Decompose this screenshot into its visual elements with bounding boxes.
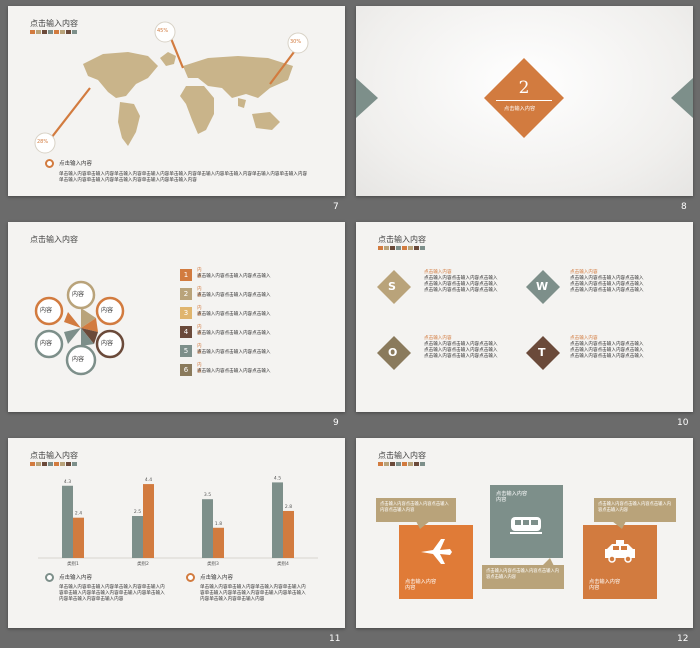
- callout-note: 点击输入内容点击输入内容点击输入内容点击输入内容: [376, 498, 456, 522]
- body-text: 单击输入内容单击输入内容单击输入内容单击输入内容单击输入内容单击输入内容单击输入…: [200, 585, 306, 602]
- callout-note: 点击输入内容点击输入内容点击输入内容点击输入内容: [482, 565, 564, 589]
- slide-8-graphic: [356, 58, 693, 138]
- pin-label: 28%: [37, 139, 49, 145]
- legend-title: 点击输入内容: [59, 161, 93, 167]
- petal-label: 内容: [101, 307, 114, 314]
- legend-circle-icon: [45, 159, 54, 168]
- category-label: 类别1: [67, 560, 79, 567]
- title-color-bar: [30, 462, 77, 466]
- legend-circle-icon: [186, 573, 195, 582]
- petal-label: 内容: [72, 291, 85, 298]
- slide-9-thumbnail[interactable]: 点击输入内容 内容 内容 内容 内容 内容 内容 1 内容 点击输入内容点击输入…: [8, 222, 345, 412]
- category-label: 类别4: [277, 560, 289, 567]
- petal-diagram: [34, 280, 125, 376]
- slide-11-thumbnail[interactable]: 点击输入内容 4.3 2.4 类别1 2.5 4.4 类别2 3.5 1.8 类别3 4.5 2.8…: [8, 438, 345, 628]
- swot-block-o: 点击输入内容 点击输入内容点击输入内容点击输入 点击输入内容点击输入内容点击输入…: [424, 336, 498, 359]
- swot-letter-t: T: [538, 346, 546, 359]
- slide-number: 7: [333, 202, 339, 212]
- slide-number: 9: [333, 418, 339, 428]
- slide-title: 点击输入内容: [30, 451, 78, 460]
- data-label: 3.5: [204, 492, 211, 498]
- slide-number: 10: [677, 418, 689, 428]
- slide-title: 点击输入内容: [378, 451, 426, 460]
- swot-block-w: 点击输入内容 点击输入内容点击输入内容点击输入 点击输入内容点击输入内容点击输入…: [570, 270, 644, 293]
- body-text: 单击输入内容单击输入内容单击输入内容单击输入内容单击输入内容单击输入内容单击输入…: [59, 585, 165, 602]
- legend-title: 点击输入内容: [59, 575, 93, 581]
- swot-letter-w: W: [536, 280, 549, 293]
- data-label: 4.3: [64, 479, 71, 485]
- section-number: 2: [518, 78, 530, 98]
- petal-label: 内容: [72, 356, 85, 363]
- bar: [62, 485, 73, 558]
- swot-diamonds: [377, 270, 560, 370]
- bar: [213, 527, 224, 558]
- bar: [272, 482, 283, 558]
- divider: [496, 100, 552, 101]
- bar: [132, 516, 143, 558]
- bar-chart: 4.3 2.4 类别1 2.5 4.4 类别2 3.5 1.8 类别3 4.5 2.8 类别4: [38, 475, 318, 567]
- data-label: 2.5: [134, 509, 141, 515]
- slide-number: 12: [677, 634, 689, 644]
- pin-label: 30%: [290, 39, 302, 45]
- slide-10-thumbnail[interactable]: 点击输入内容 S W O T 点击输入内容 点击输入内容点击输入内容点击输入 点…: [356, 222, 693, 412]
- pin-label: 45%: [157, 28, 169, 34]
- legend-title: 点击输入内容: [200, 575, 234, 581]
- data-label: 4.5: [274, 475, 281, 481]
- swot-block-s: 点击输入内容 点击输入内容点击输入内容点击输入 点击输入内容点击输入内容点击输入…: [424, 270, 498, 293]
- train-icon: [510, 517, 542, 534]
- swot-letter-s: S: [388, 280, 396, 293]
- petal-label: 内容: [101, 340, 114, 347]
- slide-number: 11: [329, 634, 341, 644]
- data-label: 2.8: [285, 504, 292, 510]
- slide-12-thumbnail[interactable]: 点击输入内容 点击输入内容 内容 点击输入内容 内容 点击输: [356, 438, 693, 628]
- plane-box: 点击输入内容 内容: [399, 525, 473, 599]
- section-caption: 点击输入内容: [504, 106, 536, 112]
- petal-label: 内容: [40, 307, 53, 314]
- slide-title: 点击输入内容: [378, 235, 426, 244]
- title-color-bar: [30, 30, 77, 34]
- petal-label: 内容: [40, 340, 53, 347]
- swot-letter-o: O: [388, 346, 398, 359]
- taxi-icon: [605, 540, 635, 563]
- callout-note: 点击输入内容点击输入内容点击输入内容点击输入内容: [594, 498, 676, 522]
- airplane-icon: [421, 539, 452, 564]
- bar: [283, 510, 294, 558]
- category-label: 类别2: [137, 560, 149, 567]
- data-label: 4.4: [145, 477, 152, 483]
- bar: [73, 517, 84, 558]
- slide-title: 点击输入内容: [30, 235, 78, 244]
- title-color-bar: [378, 246, 425, 250]
- data-label: 1.8: [215, 521, 222, 527]
- world-map-graphic: [34, 21, 309, 154]
- bar: [202, 499, 213, 558]
- category-label: 类别3: [207, 560, 219, 567]
- train-box: 点击输入内容 内容: [490, 485, 563, 558]
- body-text: 单击输入内容单击输入内容单击输入内容单击输入内容单击输入内容单击输入内容单击输入…: [59, 172, 308, 183]
- slide-number: 8: [681, 202, 687, 212]
- legend-circle-icon: [45, 573, 54, 582]
- data-label: 2.4: [75, 511, 82, 517]
- slide-title: 点击输入内容: [30, 19, 78, 28]
- slide-8-thumbnail[interactable]: 2 点击输入内容: [356, 6, 693, 196]
- bar: [143, 484, 154, 558]
- slide-7-thumbnail[interactable]: 点击输入内容 45% 30% 28% 点击输入内容 单击输入内容单击输入内容单击…: [8, 6, 345, 196]
- title-color-bar: [378, 462, 425, 466]
- swot-block-t: 点击输入内容 点击输入内容点击输入内容点击输入 点击输入内容点击输入内容点击输入…: [570, 336, 644, 359]
- taxi-box: 点击输入内容 内容: [583, 525, 657, 599]
